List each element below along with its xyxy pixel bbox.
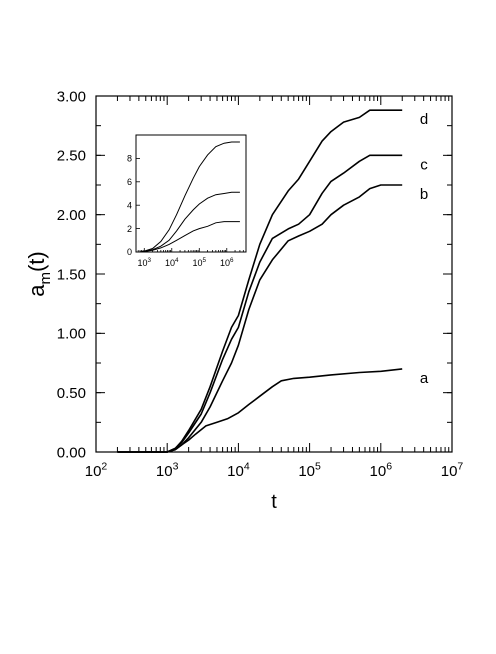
inset-x-tick-label: 105 bbox=[193, 257, 207, 268]
inset-series-line-3 bbox=[139, 141, 240, 253]
inset-x-tick-label: 103 bbox=[138, 257, 152, 268]
x-axis-title: t bbox=[271, 491, 277, 513]
y-tick-label: 2.00 bbox=[57, 207, 86, 224]
x-tick-label: 105 bbox=[298, 460, 321, 480]
inset-y-tick-label: 8 bbox=[127, 154, 132, 164]
y-tick-label: 1.00 bbox=[57, 326, 86, 343]
series-label-d: d bbox=[420, 111, 428, 128]
plot-frame bbox=[95, 95, 453, 453]
inset-series-line-1 bbox=[139, 221, 240, 253]
series-line-b bbox=[117, 184, 403, 453]
y-tick-label: 1.50 bbox=[57, 266, 86, 283]
series-line-a bbox=[117, 368, 403, 453]
inset-y-tick-label: 2 bbox=[127, 224, 132, 234]
y-tick-label: 0.00 bbox=[57, 444, 86, 461]
inset-x-tick-label: 106 bbox=[220, 257, 234, 268]
x-tick-label: 104 bbox=[227, 460, 250, 480]
x-tick-label: 102 bbox=[85, 460, 108, 480]
series-line-d bbox=[117, 109, 403, 453]
inset-series-line-2 bbox=[139, 191, 240, 253]
series-line-c bbox=[117, 154, 403, 453]
inset-x-tick-label: 104 bbox=[165, 257, 179, 268]
y-tick-label: 2.50 bbox=[57, 148, 86, 165]
y-axis-title: am(t) bbox=[24, 251, 54, 297]
series-label-c: c bbox=[420, 156, 428, 173]
main-plot: 102 103 104 105 106 107 0.00 0.50 1.00 1.50 2.00 2.… bbox=[24, 88, 463, 513]
y-tick-label: 0.50 bbox=[57, 385, 86, 402]
inset-y-tick-label: 6 bbox=[127, 177, 132, 187]
inset-y-tick-label: 4 bbox=[127, 200, 132, 210]
y-tick-label: 3.00 bbox=[57, 88, 86, 105]
x-tick-label: 103 bbox=[156, 460, 179, 480]
x-tick-label: 106 bbox=[370, 460, 393, 480]
inset-plot-frame bbox=[135, 134, 247, 253]
inset-plot: 103 104 105 106 0 2 4 6 8 bbox=[127, 134, 247, 268]
inset-y-tick-label: 0 bbox=[127, 247, 132, 257]
x-tick-label: 107 bbox=[441, 460, 464, 480]
series-label-b: b bbox=[420, 186, 428, 203]
series-label-a: a bbox=[420, 370, 429, 387]
